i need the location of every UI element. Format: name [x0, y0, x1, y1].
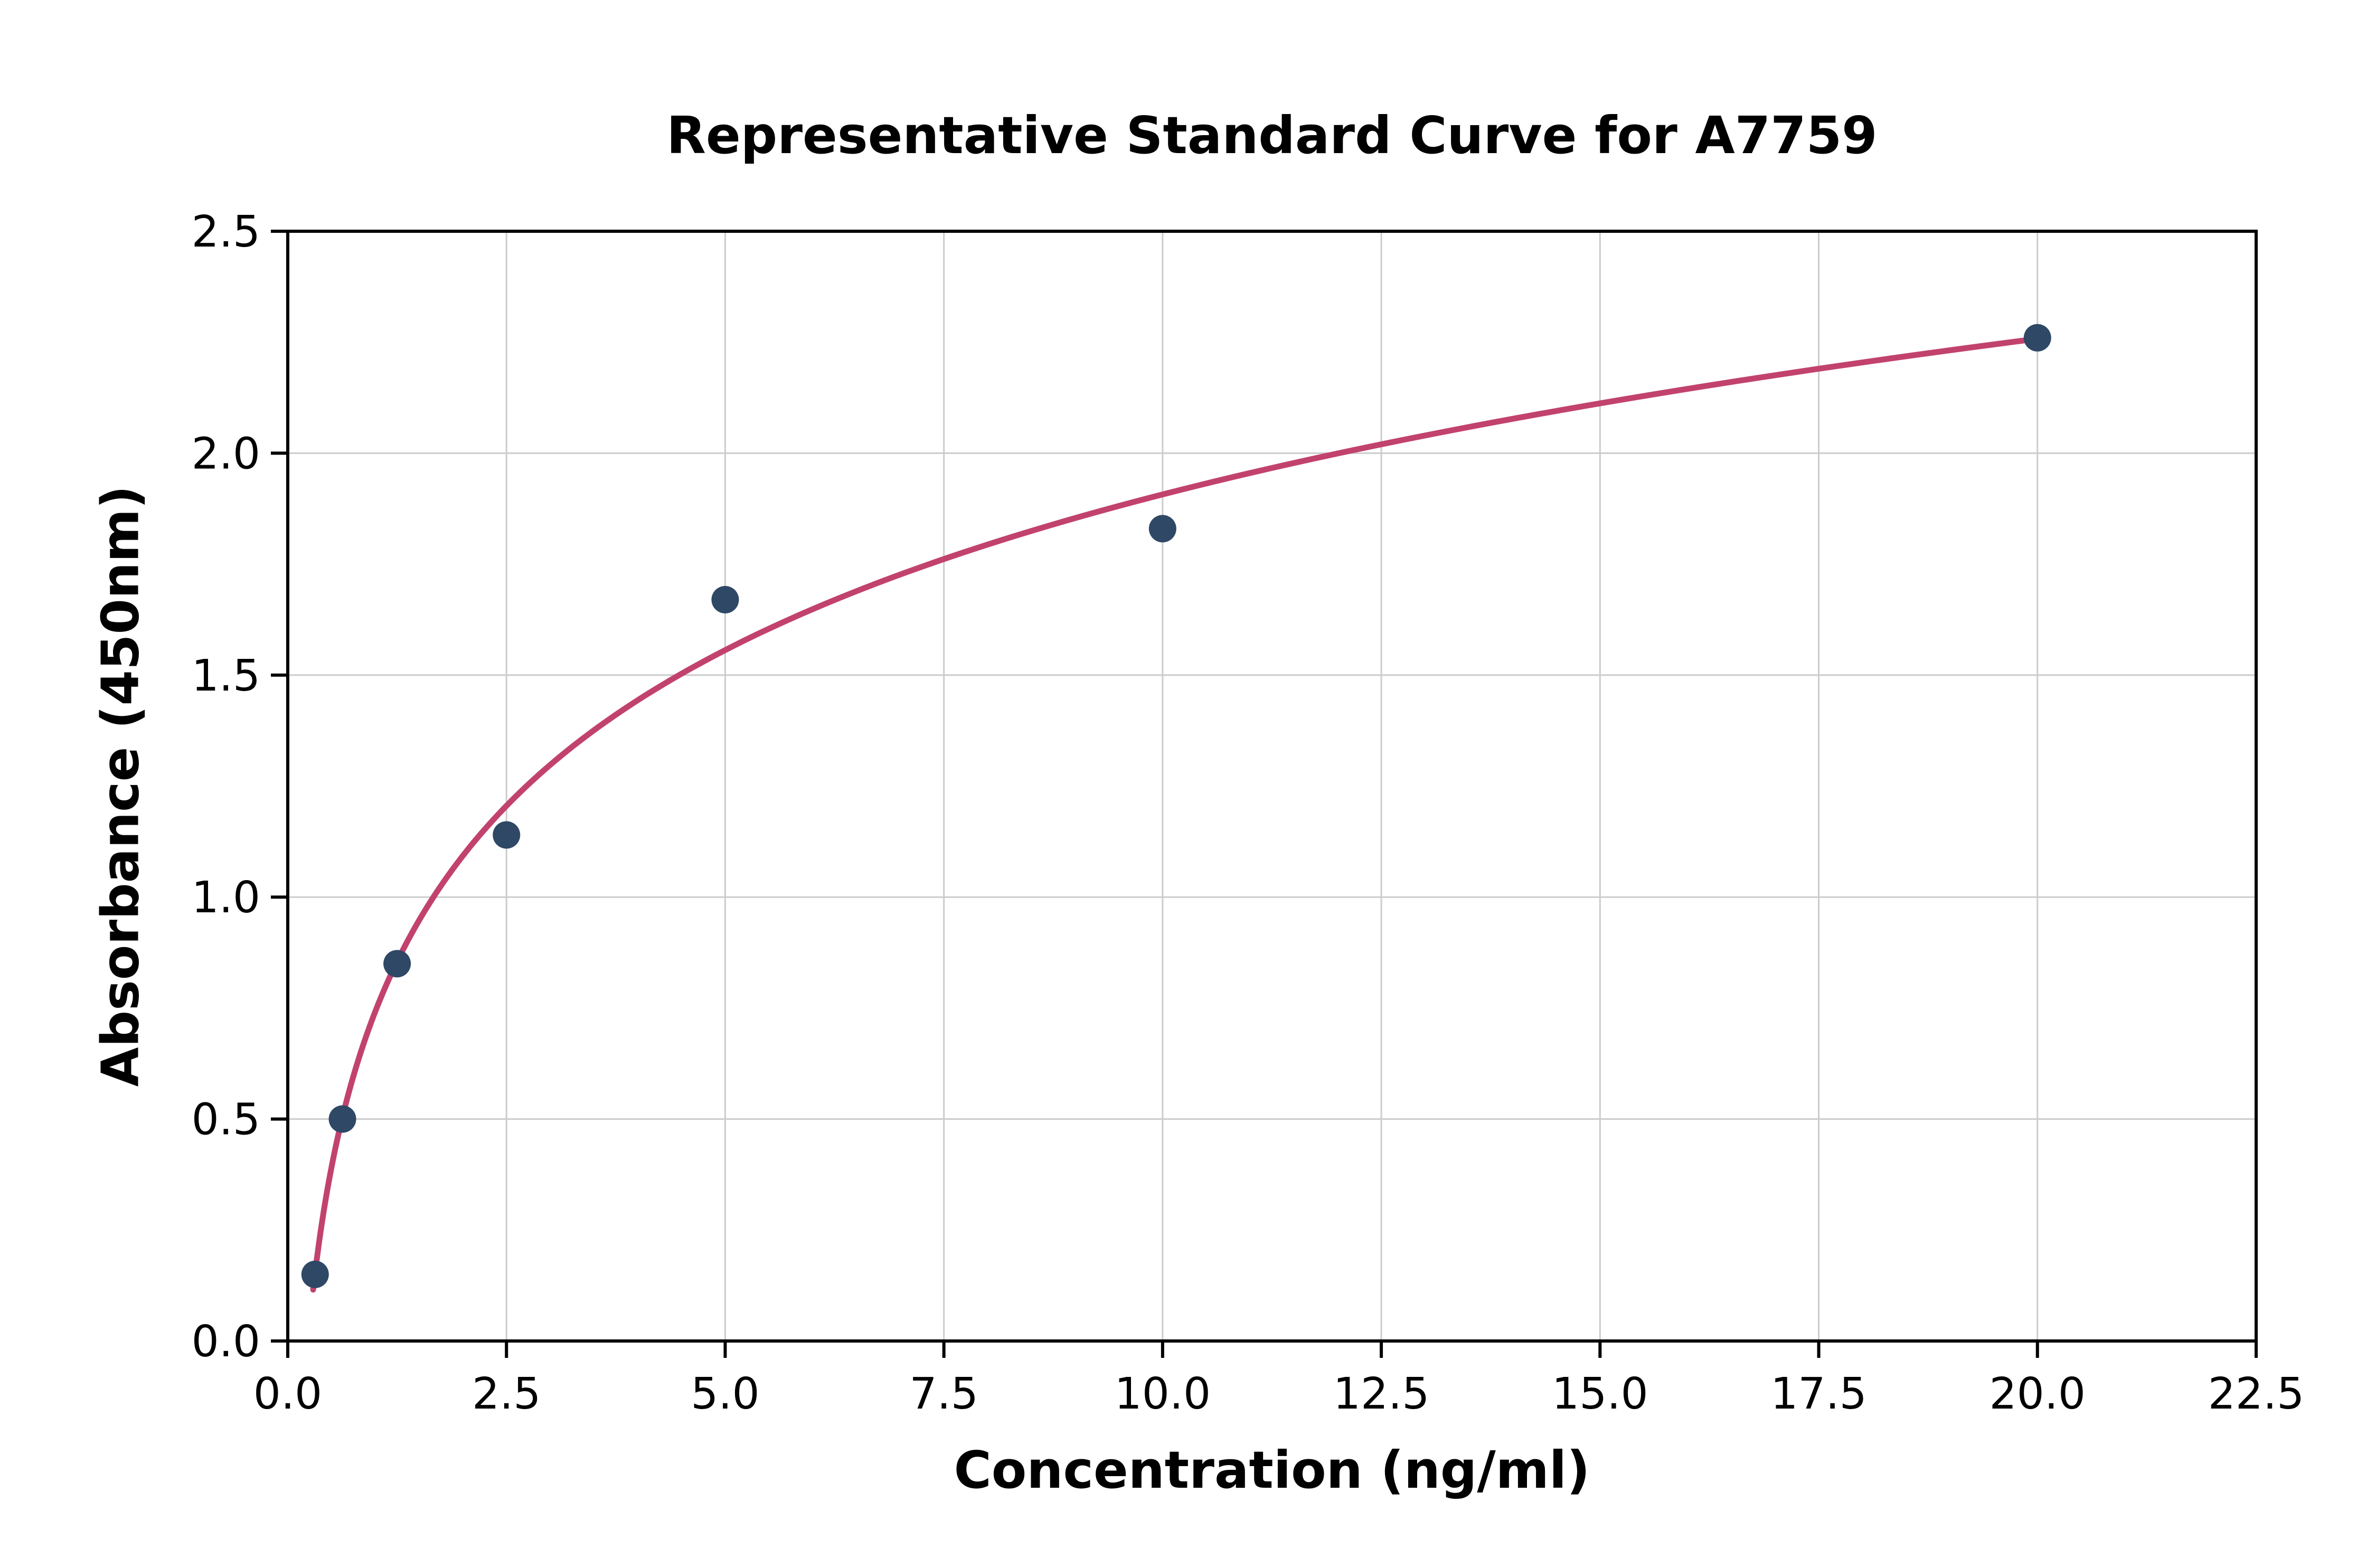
- chart-title: Representative Standard Curve for A7759: [666, 106, 1878, 165]
- x-tick-label: 5.0: [691, 1369, 759, 1419]
- data-point: [301, 1260, 329, 1288]
- data-point: [711, 585, 739, 613]
- x-tick-label: 10.0: [1115, 1369, 1211, 1419]
- x-tick-label: 15.0: [1552, 1369, 1648, 1419]
- fit-curve: [310, 336, 2041, 1293]
- x-axis-label: Concentration (ng/ml): [954, 1440, 1590, 1500]
- data-point: [2023, 324, 2051, 352]
- y-tick-label: 1.5: [192, 651, 260, 701]
- x-tick-label: 2.5: [472, 1369, 541, 1419]
- y-tick-label: 0.5: [192, 1095, 260, 1145]
- y-tick-label: 0.0: [192, 1317, 260, 1367]
- y-tick-label: 1.0: [192, 873, 260, 923]
- x-tick-label: 12.5: [1333, 1369, 1430, 1419]
- x-tick-label: 17.5: [1770, 1369, 1867, 1419]
- data-point: [1148, 515, 1176, 543]
- data-point: [383, 950, 411, 978]
- y-tick-label: 2.0: [192, 429, 260, 479]
- x-tick-label: 22.5: [2208, 1369, 2305, 1419]
- x-tick-label: 7.5: [909, 1369, 978, 1419]
- x-tick-label: 20.0: [1989, 1369, 2086, 1419]
- data-point: [493, 821, 521, 849]
- axes-frame: [286, 230, 2258, 1343]
- y-tick-label: 2.5: [192, 207, 260, 257]
- data-point: [328, 1105, 356, 1133]
- x-tick-label: 0.0: [253, 1369, 322, 1419]
